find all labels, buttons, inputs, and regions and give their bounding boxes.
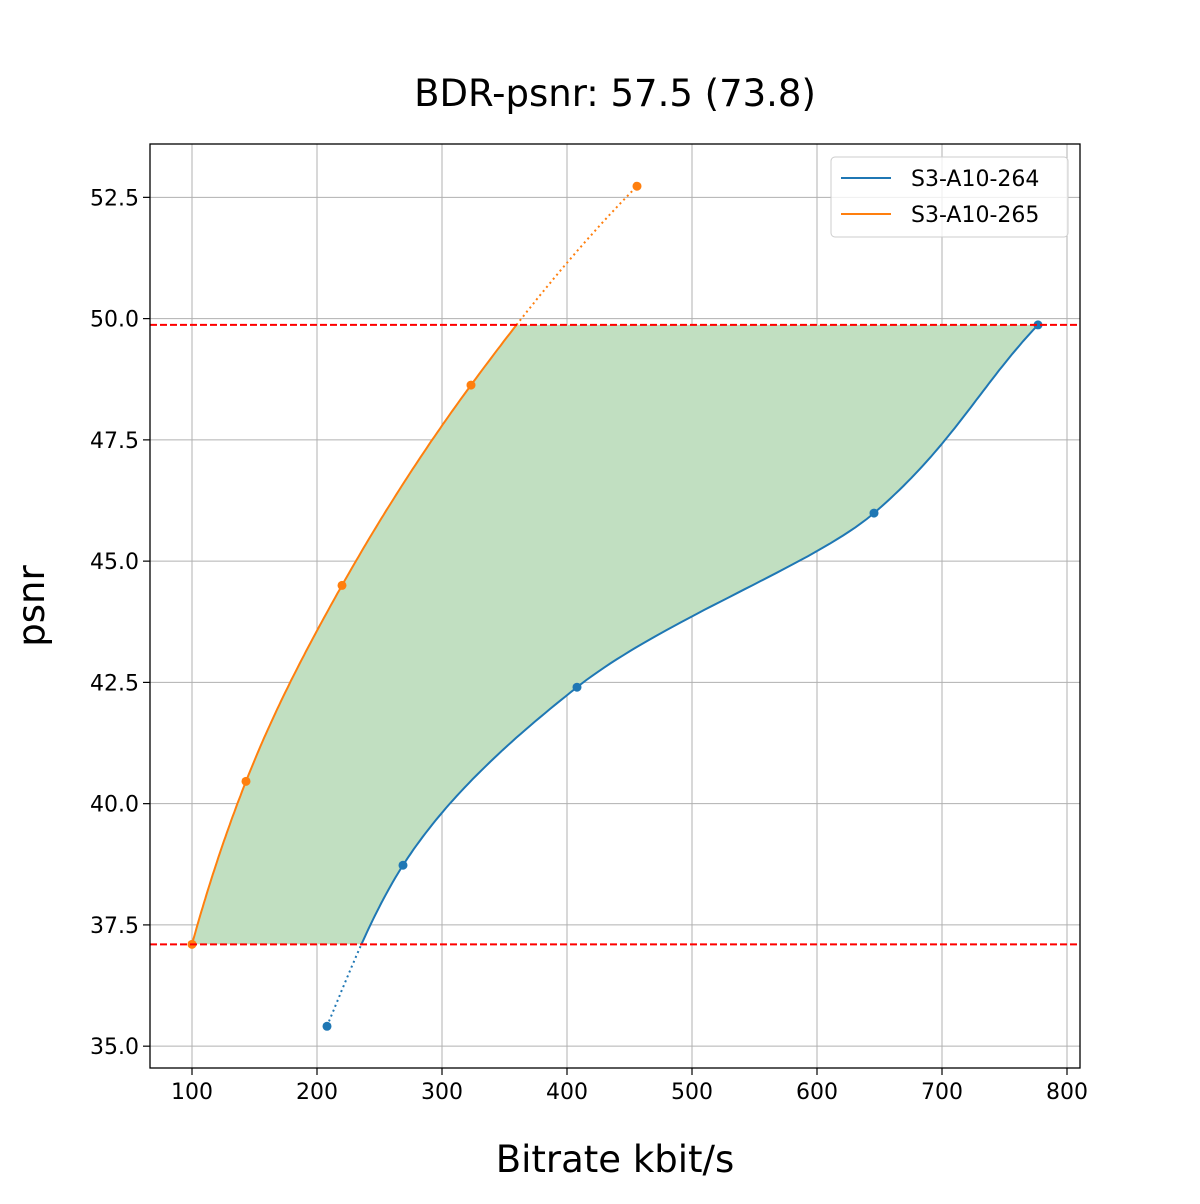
x-tick-label: 200 — [296, 1080, 338, 1105]
chart-title: BDR-psnr: 57.5 (73.8) — [414, 72, 816, 115]
legend-label: S3-A10-264 — [911, 167, 1039, 192]
x-tick-label: 400 — [546, 1080, 588, 1105]
overlap-area — [192, 324, 1038, 945]
y-tick-label: 50.0 — [90, 308, 139, 333]
series-line — [360, 324, 1039, 945]
legend: S3-A10-264 S3-A10-265 — [830, 156, 1069, 238]
ticks: 100 200 300 400 500 600 700 800 35.0 37.5 40.0 42.5… — [90, 186, 1088, 1105]
x-axis-label: Bitrate kbit/s — [496, 1138, 735, 1181]
y-tick-label: 35.0 — [90, 1035, 139, 1060]
data-point — [1033, 320, 1043, 330]
overlap-fill — [192, 324, 1038, 945]
y-tick-label: 45.0 — [90, 550, 139, 575]
series-extrapolated-segment — [515, 185, 638, 326]
data-point — [466, 380, 476, 390]
series-group — [150, 181, 1080, 1031]
y-tick-label: 40.0 — [90, 793, 139, 818]
y-tick-label: 37.5 — [90, 914, 139, 939]
x-tick-label: 300 — [421, 1080, 463, 1105]
x-tick-label: 700 — [921, 1080, 963, 1105]
plot-frame — [149, 143, 1081, 1069]
data-point — [337, 580, 347, 590]
data-point — [398, 860, 408, 870]
legend-label: S3-A10-265 — [911, 203, 1039, 228]
y-tick-label: 52.5 — [90, 186, 139, 211]
data-point — [322, 1021, 332, 1031]
x-tick-label: 500 — [671, 1080, 713, 1105]
data-point — [572, 682, 582, 692]
x-tick-label: 600 — [796, 1080, 838, 1105]
y-tick-label: 47.5 — [90, 429, 139, 454]
y-axis-label: psnr — [10, 565, 53, 647]
series-extrapolated-segment — [326, 943, 363, 1027]
y-tick-label: 42.5 — [90, 671, 139, 696]
x-tick-label: 800 — [1046, 1080, 1088, 1105]
series-line — [191, 324, 518, 945]
data-point — [869, 508, 879, 518]
data-point — [632, 181, 642, 191]
x-tick-label: 100 — [171, 1080, 213, 1105]
data-point — [241, 776, 251, 786]
